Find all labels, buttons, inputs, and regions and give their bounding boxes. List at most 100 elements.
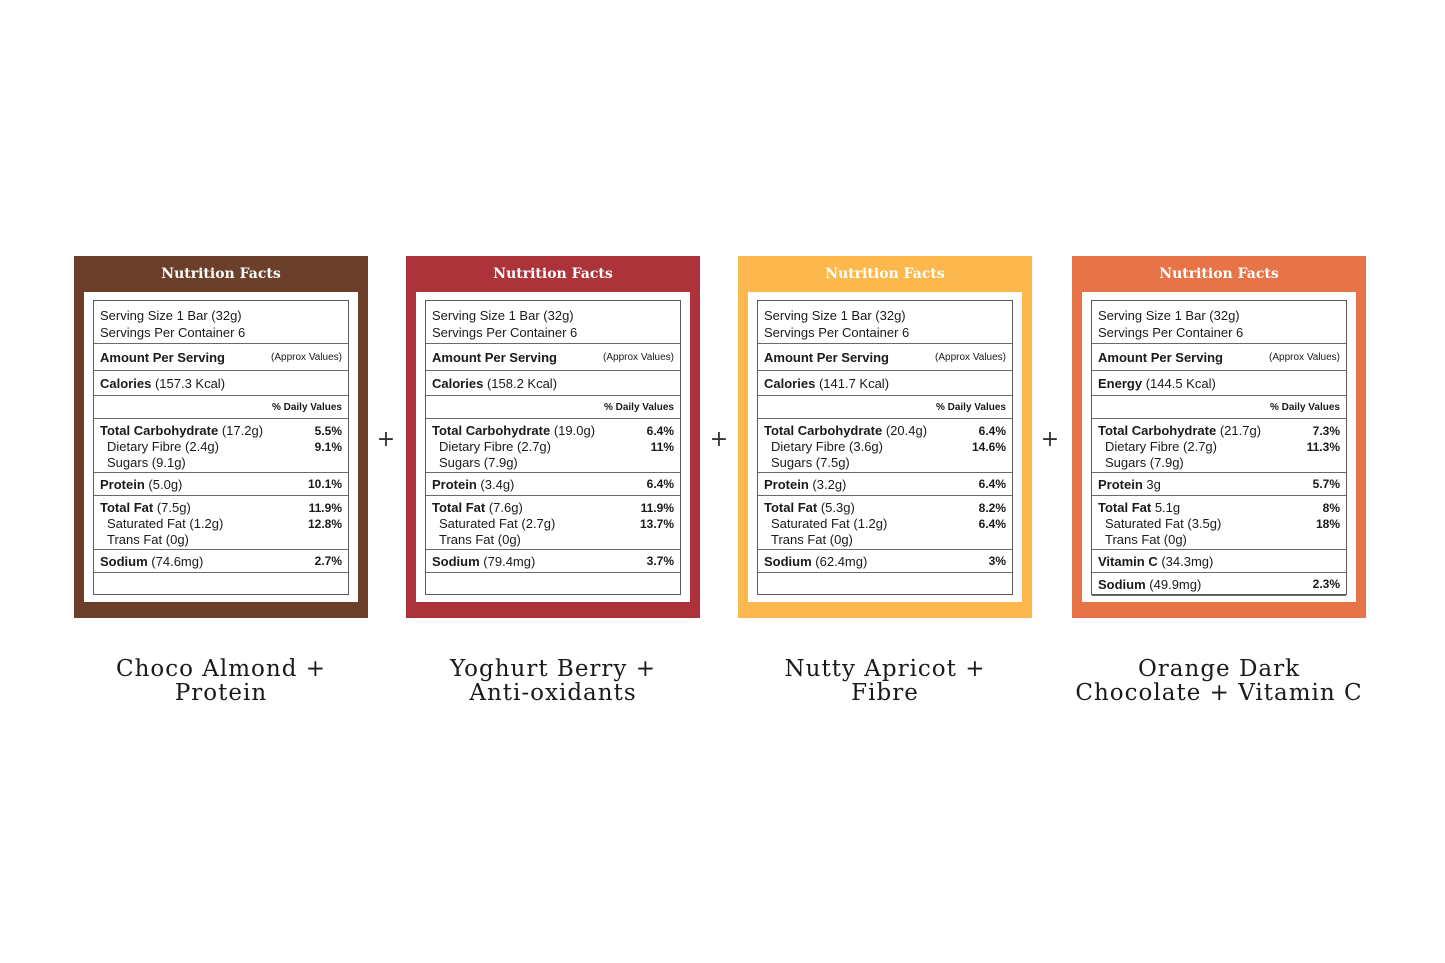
calories-value: (141.7 Kcal) [818, 375, 890, 391]
nutrition-card-choco-almond: Nutrition Facts Serving Size 1 Bar (32g)… [74, 256, 368, 618]
vitamin-c-label: Vitamin C [1098, 553, 1158, 569]
calories-label: Calories [100, 375, 152, 391]
energy-label: Energy [1098, 375, 1143, 391]
carb-pct: 6.4% [646, 424, 674, 438]
calories-row: Calories (141.7 Kcal) [758, 371, 1012, 396]
sugars-label: Sugars (7.5g) [771, 455, 850, 470]
transfat-label: Trans Fat (0g) [107, 532, 189, 547]
daily-values-header: % Daily Values [426, 396, 680, 419]
amount-row: Amount Per Serving (Approx Values) [758, 344, 1012, 371]
sodium-value: (62.4mg) [815, 553, 868, 569]
sodium-value: (49.9mg) [1149, 576, 1202, 592]
fat-value: (7.6g) [488, 500, 523, 515]
sodium-label: Sodium [764, 553, 812, 569]
satfat-label: Saturated Fat (3.5g) [1105, 516, 1222, 531]
nutrition-panel: Serving Size 1 Bar (32g) Servings Per Co… [416, 292, 690, 602]
carb-pct: 5.5% [314, 424, 342, 438]
protein-pct: 6.4% [646, 477, 674, 491]
plus-sign: + [376, 427, 396, 452]
caption-line: Protein [174, 680, 268, 706]
approx-values: (Approx Values) [935, 351, 1006, 363]
amount-row: Amount Per Serving (Approx Values) [94, 344, 348, 371]
fibre-label: Dietary Fibre (2.4g) [107, 439, 219, 454]
amount-per-serving: Amount Per Serving [432, 349, 557, 365]
fat-row: Total Fat (7.5g) 11.9% Saturated Fat (1.2… [94, 496, 348, 550]
carbohydrate-row: Total Carbohydrate (19.0g) 6.4% Dietary F… [426, 419, 680, 473]
serving-row: Serving Size 1 Bar (32g) Servings Per Co… [1092, 301, 1346, 344]
fibre-pct: 11.3% [1306, 440, 1340, 454]
sugars-label: Sugars (9.1g) [107, 455, 186, 470]
protein-label: Protein [432, 476, 477, 492]
approx-values: (Approx Values) [271, 351, 342, 363]
caption-line: Nutty Apricot + [784, 656, 986, 682]
protein-pct: 10.1% [307, 477, 342, 491]
sodium-label: Sodium [432, 553, 480, 569]
fibre-label: Dietary Fibre (3.6g) [771, 439, 883, 454]
amount-row: Amount Per Serving (Approx Values) [426, 344, 680, 371]
fibre-label: Dietary Fibre (2.7g) [1105, 439, 1217, 454]
sugars-label: Sugars (7.9g) [1105, 455, 1184, 470]
satfat-label: Saturated Fat (1.2g) [107, 516, 224, 531]
card-title: Nutrition Facts [161, 266, 281, 282]
carb-label: Total Carbohydrate [100, 423, 219, 438]
nutrition-table: Serving Size 1 Bar (32g) Servings Per Co… [425, 300, 681, 595]
sodium-row: Sodium (79.4mg) 3.7% [426, 550, 680, 573]
amount-per-serving: Amount Per Serving [100, 349, 225, 365]
sodium-pct: 2.3% [1312, 577, 1340, 591]
satfat-pct: 18% [1315, 517, 1340, 531]
protein-pct: 5.7% [1312, 477, 1340, 491]
nutrition-table: Serving Size 1 Bar (32g) Servings Per Co… [757, 300, 1013, 595]
nutrition-card-yoghurt-berry: Nutrition Facts Serving Size 1 Bar (32g)… [406, 256, 700, 618]
daily-values-header: % Daily Values [758, 396, 1012, 419]
carb-pct: 7.3% [1312, 424, 1340, 438]
protein-label: Protein [100, 476, 145, 492]
fat-value: (7.5g) [156, 500, 191, 515]
card-title: Nutrition Facts [1159, 266, 1279, 282]
sodium-row: Sodium (74.6mg) 2.7% [94, 550, 348, 573]
fat-pct: 11.9% [308, 501, 342, 515]
fibre-pct: 11% [650, 440, 674, 454]
protein-row: Protein (5.0g) 10.1% [94, 473, 348, 496]
fat-label: Total Fat [764, 500, 818, 515]
carb-label: Total Carbohydrate [432, 423, 551, 438]
calories-value: (158.2 Kcal) [486, 375, 558, 391]
nutrition-table: Serving Size 1 Bar (32g) Servings Per Co… [1091, 300, 1347, 596]
vitamin-c-row: Vitamin C (34.3mg) [1092, 550, 1346, 573]
carb-value: (19.0g) [553, 423, 596, 438]
serving-size: Serving Size 1 Bar (32g) [764, 308, 906, 323]
satfat-label: Saturated Fat (2.7g) [439, 516, 556, 531]
nutrition-table: Serving Size 1 Bar (32g) Servings Per Co… [93, 300, 349, 595]
protein-pct: 6.4% [978, 477, 1006, 491]
sodium-label: Sodium [1098, 576, 1146, 592]
carb-value: (17.2g) [221, 423, 264, 438]
servings-per-container: Servings Per Container 6 [100, 325, 246, 340]
card-title: Nutrition Facts [493, 266, 613, 282]
fat-label: Total Fat [1098, 500, 1152, 515]
fat-row: Total Fat (7.6g) 11.9% Saturated Fat (2.7… [426, 496, 680, 550]
sodium-row: Sodium (49.9mg) 2.3% [1092, 573, 1346, 596]
fat-value: 5.1g [1154, 500, 1181, 515]
calories-label: Calories [432, 375, 484, 391]
protein-value: (3.2g) [812, 476, 847, 492]
sodium-row: Sodium (62.4mg) 3% [758, 550, 1012, 573]
daily-values-header: % Daily Values [94, 396, 348, 419]
product-caption-nutty-apricot: Nutty Apricot + Fibre [725, 657, 1045, 705]
serving-row: Serving Size 1 Bar (32g) Servings Per Co… [94, 301, 348, 344]
protein-label: Protein [764, 476, 809, 492]
carbohydrate-row: Total Carbohydrate (20.4g) 6.4% Dietary F… [758, 419, 1012, 473]
fibre-pct: 14.6% [971, 440, 1006, 454]
caption-line: Chocolate + Vitamin C [1075, 680, 1363, 706]
serving-size: Serving Size 1 Bar (32g) [432, 308, 574, 323]
serving-row: Serving Size 1 Bar (32g) Servings Per Co… [758, 301, 1012, 344]
servings-per-container: Servings Per Container 6 [1098, 325, 1244, 340]
vitamin-c-value: (34.3mg) [1161, 553, 1214, 569]
fat-label: Total Fat [100, 500, 154, 515]
servings-per-container: Servings Per Container 6 [764, 325, 910, 340]
satfat-label: Saturated Fat (1.2g) [771, 516, 888, 531]
nutrition-card-nutty-apricot: Nutrition Facts Serving Size 1 Bar (32g)… [738, 256, 1032, 618]
fat-value: (5.3g) [820, 500, 855, 515]
caption-line: Fibre [851, 680, 919, 706]
fibre-pct: 9.1% [314, 440, 342, 454]
protein-row: Protein 3g 5.7% [1092, 473, 1346, 496]
sodium-value: (74.6mg) [151, 553, 204, 569]
